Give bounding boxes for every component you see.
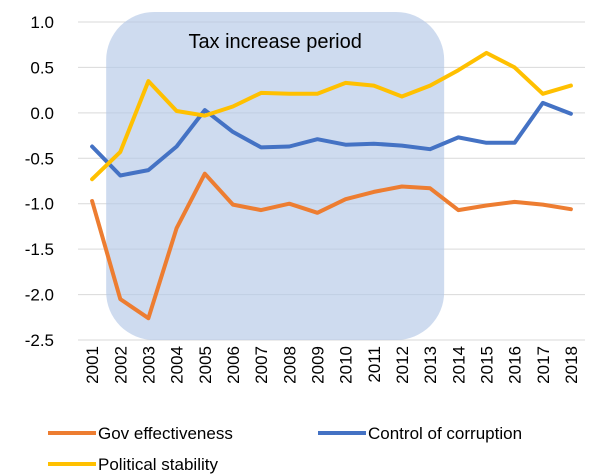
tax-increase-period-box — [106, 12, 445, 340]
x-tick-label: 2002 — [111, 346, 130, 384]
x-tick-label: 2018 — [562, 346, 581, 384]
tax-increase-period-shading: Tax increase period — [106, 12, 445, 340]
y-tick-label: -2.0 — [25, 286, 54, 305]
y-tick-label: 0.0 — [30, 104, 54, 123]
series-lines — [90, 50, 573, 321]
series-line-political-stability — [90, 50, 573, 182]
y-tick-label: -2.5 — [25, 331, 54, 350]
x-tick-label: 2012 — [393, 346, 412, 384]
x-tick-label: 2006 — [224, 346, 243, 384]
y-tick-label: -1.5 — [25, 240, 54, 259]
y-tick-label: 0.5 — [30, 58, 54, 77]
x-tick-label: 2013 — [421, 346, 440, 384]
legend: Gov effectiveness Control of corruption Po… — [48, 424, 522, 474]
x-tick-label: 2016 — [506, 346, 525, 384]
y-tick-label: -1.0 — [25, 195, 54, 214]
x-tick-label: 2010 — [337, 346, 356, 384]
series-line-gov-effectiveness — [90, 171, 573, 321]
x-tick-label: 2001 — [83, 346, 102, 384]
x-tick-label: 2004 — [168, 346, 187, 384]
legend-item: Political stability — [48, 455, 218, 474]
x-tick-label: 2007 — [252, 346, 271, 384]
x-tick-label: 2008 — [280, 346, 299, 384]
legend-item: Gov effectiveness — [48, 424, 233, 443]
y-tick-label: -0.5 — [25, 149, 54, 168]
y-axis: 1.0 0.5 0.0 -0.5 -1.0 -1.5 -2.0 -2.5 — [25, 13, 54, 350]
x-tick-label: 2011 — [365, 346, 384, 383]
y-tick-label: 1.0 — [30, 13, 54, 32]
legend-label: Control of corruption — [368, 424, 522, 443]
legend-label: Gov effectiveness — [98, 424, 233, 443]
x-tick-label: 2005 — [196, 346, 215, 384]
x-axis: 2001 2002 2003 2004 2005 2006 2007 2008 2009 2010… — [83, 346, 581, 384]
legend-label: Political stability — [98, 455, 218, 474]
x-tick-label: 2009 — [308, 346, 327, 384]
x-tick-label: 2017 — [534, 346, 553, 384]
x-tick-label: 2014 — [449, 346, 468, 384]
x-tick-label: 2003 — [139, 346, 158, 384]
series-line-control-of-corruption — [90, 100, 573, 178]
x-tick-label: 2015 — [477, 346, 496, 384]
legend-item: Control of corruption — [318, 424, 522, 443]
annotation-label: Tax increase period — [188, 31, 361, 53]
